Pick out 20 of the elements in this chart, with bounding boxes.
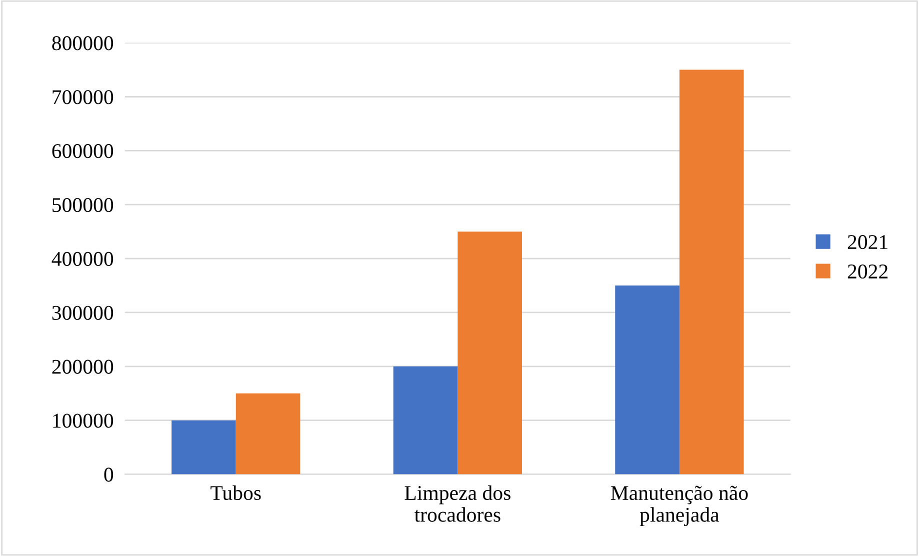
y-tick-label: 500000 xyxy=(52,198,114,212)
y-tick-label: 300000 xyxy=(52,306,114,320)
x-tick-label: Tubos xyxy=(210,485,261,500)
y-tick-label: 400000 xyxy=(52,252,114,266)
bar xyxy=(172,420,236,474)
y-tick-label: 700000 xyxy=(52,90,114,104)
bar xyxy=(458,232,522,474)
y-tick-label: 0 xyxy=(104,468,114,482)
legend-label: 2022 xyxy=(848,264,888,279)
y-tick-label: 100000 xyxy=(53,414,114,428)
bar xyxy=(393,366,458,474)
bar xyxy=(615,286,680,474)
y-tick-label: 200000 xyxy=(52,360,114,374)
bar xyxy=(679,70,744,474)
y-tick-label: 600000 xyxy=(52,144,114,158)
x-tick-label: Manutenção não planejada xyxy=(610,486,748,526)
legend-label: 2021 xyxy=(848,235,888,250)
y-tick-label: 800000 xyxy=(52,36,114,50)
bar xyxy=(236,393,300,474)
x-tick-label: Limpeza dos trocadores xyxy=(404,485,510,522)
